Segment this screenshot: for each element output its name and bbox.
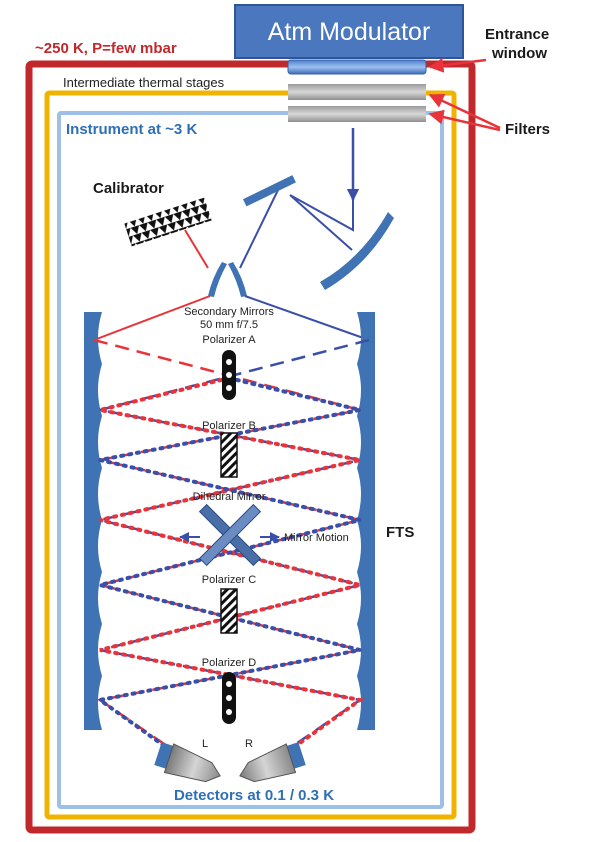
polarizer-a-hole-2 (226, 372, 232, 378)
detector-left-label: L (202, 738, 208, 750)
atm-modulator-title: Atm Modulator (268, 18, 431, 46)
polarizer-c (220, 588, 238, 634)
outer-stage-label: ~250 K, P=few mbar (35, 40, 177, 57)
intermediate-stage-box (44, 90, 457, 820)
detector-left (154, 742, 221, 783)
entrance-window-arrow (428, 57, 487, 73)
secondary-mirror-left (208, 262, 227, 297)
atm-modulator-box (234, 4, 464, 59)
blue-beam-input (244, 295, 370, 341)
polarizer-c-label: Polarizer C (202, 574, 256, 586)
filters-arrow-1 (428, 93, 501, 130)
detector-right (239, 742, 306, 783)
detector-right-label: R (245, 738, 253, 750)
outer-stage-box (25, 60, 476, 834)
entrance-window-label-line1: Entrance (485, 26, 549, 43)
polarizer-d-label: Polarizer D (202, 657, 256, 669)
secondary-mirror-right (228, 262, 247, 297)
calibrator-beam (184, 229, 209, 269)
calibrator (124, 197, 212, 247)
filter-2 (288, 106, 426, 122)
fold-mirror-flat (242, 175, 296, 207)
fts-right-mirror (357, 312, 375, 730)
fts-left-mirror (84, 312, 102, 730)
entrance-window-label-line2: window (491, 45, 547, 62)
intermediate-stage-label: Intermediate thermal stages (63, 75, 225, 90)
instrument-stage-label: Instrument at ~3 K (66, 121, 197, 138)
fold-mirror-curved (320, 212, 394, 290)
polarizer-b-label: Polarizer B (202, 420, 256, 432)
fts-beams (93, 338, 370, 752)
polarizer-a-label: Polarizer A (202, 334, 256, 346)
blue-beam-path (289, 194, 354, 251)
polarizer-a-hole-1 (226, 359, 232, 365)
polarizer-d-hole-1 (226, 681, 232, 687)
secondary-mirrors-spec: 50 mm f/7.5 (200, 319, 258, 331)
filters-arrow-2 (428, 109, 501, 132)
filters-label: Filters (505, 121, 550, 138)
instrument-stage-box (57, 111, 444, 809)
dihedral-mirror-label: Dihedral Mirror (193, 491, 266, 503)
secondary-mirrors-label: Secondary Mirrors (184, 306, 274, 318)
fts-label: FTS (386, 524, 414, 541)
beam-blue-dashed (99, 338, 370, 750)
blue-beam-to-secondary (239, 189, 279, 269)
mirror-motion-label: Mirror Motion (284, 532, 349, 544)
beam-blue-dotted (95, 376, 361, 752)
polarizer-b (220, 432, 238, 478)
polarizer-d-hole-3 (226, 709, 232, 715)
dihedral-mirror (198, 503, 262, 567)
entrance-window (287, 59, 427, 75)
filter-1 (288, 84, 426, 100)
red-beam-input (93, 295, 211, 341)
calibrator-label: Calibrator (93, 180, 164, 197)
detectors-label: Detectors at 0.1 / 0.3 K (174, 787, 334, 804)
polarizer-d-hole-2 (226, 695, 232, 701)
polarizer-a-hole-3 (226, 385, 232, 391)
